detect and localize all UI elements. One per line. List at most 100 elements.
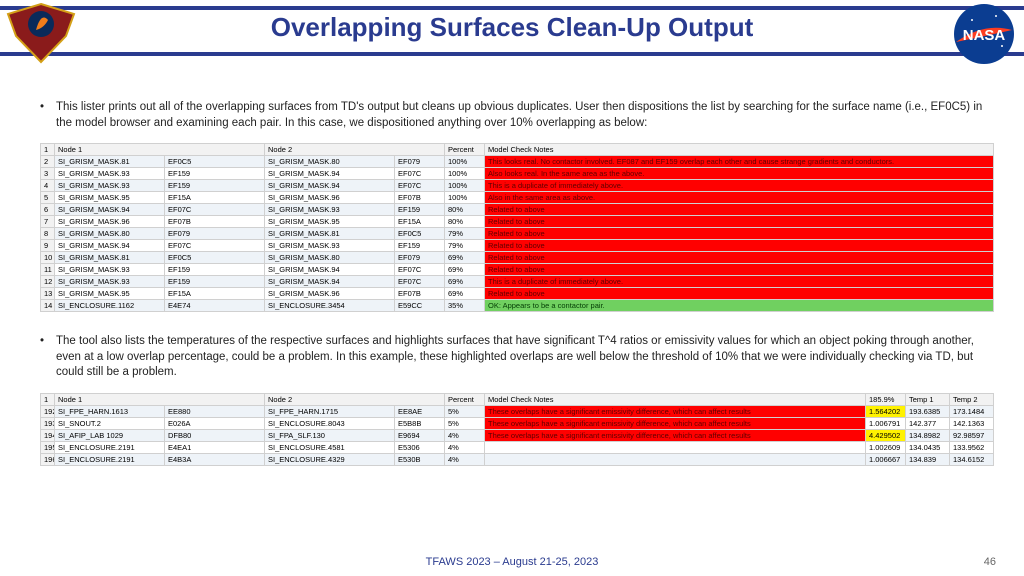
table-row: 7SI_GRISM_MASK.96EF07BSI_GRISM_MASK.95EF… xyxy=(41,216,994,228)
row-number: 5 xyxy=(41,192,55,204)
row-number: 12 xyxy=(41,276,55,288)
percent-cell: 100% xyxy=(445,156,485,168)
col-rownum: 1 xyxy=(41,144,55,156)
slide-body: • This lister prints out all of the over… xyxy=(40,100,994,488)
notes-cell: These overlaps have a significant emissi… xyxy=(485,429,866,441)
percent-cell: 80% xyxy=(445,216,485,228)
notes-cell: These overlaps have a significant emissi… xyxy=(485,405,866,417)
table-row: 9SI_GRISM_MASK.94EF07CSI_GRISM_MASK.93EF… xyxy=(41,240,994,252)
footer-center-text: TFAWS 2023 – August 21-25, 2023 xyxy=(0,556,1024,568)
node1-name: SI_ENCLOSURE.2191 xyxy=(55,441,165,453)
node2-name: SI_GRISM_MASK.94 xyxy=(265,276,395,288)
node1-id: EF0C5 xyxy=(165,252,265,264)
node2-name: SI_ENCLOSURE.3454 xyxy=(265,300,395,312)
overlap-table-2: 1 Node 1 Node 2 Percent Model Check Note… xyxy=(40,393,994,466)
node2-name: SI_GRISM_MASK.94 xyxy=(265,180,395,192)
page-number: 46 xyxy=(984,556,996,568)
table-row: 10SI_GRISM_MASK.81EF0C5SI_GRISM_MASK.80E… xyxy=(41,252,994,264)
node2-id: E530B xyxy=(395,453,445,465)
table-row: 194SI_AFIP_LAB 1029DFB80SI_FPA_SLF.130E9… xyxy=(41,429,994,441)
row-number: 192 xyxy=(41,405,55,417)
row-number: 6 xyxy=(41,204,55,216)
notes-cell: Related to above xyxy=(485,252,994,264)
nasa-logo-icon: NASA xyxy=(952,2,1016,66)
col-ratio: 185.9% xyxy=(866,393,906,405)
node2-name: SI_GRISM_MASK.80 xyxy=(265,156,395,168)
notes-cell: Also looks real. In the same area as the… xyxy=(485,168,994,180)
node2-id: EF0C5 xyxy=(395,228,445,240)
slide-footer: TFAWS 2023 – August 21-25, 2023 46 xyxy=(0,556,1024,568)
percent-cell: 80% xyxy=(445,204,485,216)
node1-id: E4EA1 xyxy=(165,441,265,453)
percent-cell: 100% xyxy=(445,168,485,180)
node1-id: EF07C xyxy=(165,204,265,216)
node1-name: SI_ENCLOSURE.2191 xyxy=(55,453,165,465)
node1-id: E4E74 xyxy=(165,300,265,312)
table-row: 3SI_GRISM_MASK.93EF159SI_GRISM_MASK.94EF… xyxy=(41,168,994,180)
node2-name: SI_GRISM_MASK.95 xyxy=(265,216,395,228)
row-number: 14 xyxy=(41,300,55,312)
node2-name: SI_GRISM_MASK.81 xyxy=(265,228,395,240)
header-stripe-top xyxy=(0,6,1024,10)
ratio-cell: 1.564202 xyxy=(866,405,906,417)
node1-id: EF07C xyxy=(165,240,265,252)
ratio-cell: 1.002609 xyxy=(866,441,906,453)
temp2-cell: 133.9562 xyxy=(950,441,994,453)
node1-id: EF159 xyxy=(165,276,265,288)
node1-name: SI_GRISM_MASK.80 xyxy=(55,228,165,240)
col-node2: Node 2 xyxy=(265,144,445,156)
slide: Overlapping Surfaces Clean-Up Output NAS… xyxy=(0,0,1024,576)
node2-id: EF159 xyxy=(395,240,445,252)
ratio-cell: 4.429502 xyxy=(866,429,906,441)
table-row: 193SI_SNOUT.2E026ASI_ENCLOSURE.8043E5B8B… xyxy=(41,417,994,429)
row-number: 13 xyxy=(41,288,55,300)
row-number: 8 xyxy=(41,228,55,240)
tfaws-badge-icon xyxy=(6,2,76,64)
node1-id: EF07B xyxy=(165,216,265,228)
row-number: 3 xyxy=(41,168,55,180)
node1-id: EF15A xyxy=(165,192,265,204)
node2-name: SI_GRISM_MASK.93 xyxy=(265,240,395,252)
node2-name: SI_GRISM_MASK.80 xyxy=(265,252,395,264)
bullet-1-text: This lister prints out all of the overla… xyxy=(56,100,994,131)
table-row: 196SI_ENCLOSURE.2191E4B3ASI_ENCLOSURE.43… xyxy=(41,453,994,465)
node2-id: EF159 xyxy=(395,204,445,216)
table-header-row: 1 Node 1 Node 2 Percent Model Check Note… xyxy=(41,393,994,405)
percent-cell: 100% xyxy=(445,192,485,204)
percent-cell: 79% xyxy=(445,240,485,252)
ratio-cell: 1.006667 xyxy=(866,453,906,465)
percent-cell: 5% xyxy=(445,417,485,429)
table-row: 14SI_ENCLOSURE.1162E4E74SI_ENCLOSURE.345… xyxy=(41,300,994,312)
row-number: 11 xyxy=(41,264,55,276)
bullet-2: • The tool also lists the temperatures o… xyxy=(40,334,994,381)
temp2-cell: 134.6152 xyxy=(950,453,994,465)
temp1-cell: 142.377 xyxy=(906,417,950,429)
node1-id: E4B3A xyxy=(165,453,265,465)
percent-cell: 69% xyxy=(445,252,485,264)
notes-cell: This is a duplicate of immediately above… xyxy=(485,180,994,192)
node2-name: SI_GRISM_MASK.96 xyxy=(265,192,395,204)
notes-cell: This is a duplicate of immediately above… xyxy=(485,276,994,288)
table-row: 11SI_GRISM_MASK.93EF159SI_GRISM_MASK.94E… xyxy=(41,264,994,276)
node2-name: SI_FPE_HARN.1715 xyxy=(265,405,395,417)
node1-name: SI_GRISM_MASK.93 xyxy=(55,264,165,276)
row-number: 2 xyxy=(41,156,55,168)
node2-name: SI_GRISM_MASK.96 xyxy=(265,288,395,300)
table-row: 4SI_GRISM_MASK.93EF159SI_GRISM_MASK.94EF… xyxy=(41,180,994,192)
percent-cell: 4% xyxy=(445,453,485,465)
node2-name: SI_ENCLOSURE.4581 xyxy=(265,441,395,453)
node1-id: EF159 xyxy=(165,180,265,192)
notes-cell: This looks real. No contactor involved. … xyxy=(485,156,994,168)
temp1-cell: 193.6385 xyxy=(906,405,950,417)
node1-name: SI_GRISM_MASK.95 xyxy=(55,192,165,204)
percent-cell: 69% xyxy=(445,264,485,276)
temp2-cell: 92.98597 xyxy=(950,429,994,441)
col-temp2: Temp 2 xyxy=(950,393,994,405)
node1-name: SI_GRISM_MASK.93 xyxy=(55,180,165,192)
notes-cell: These overlaps have a significant emissi… xyxy=(485,417,866,429)
percent-cell: 100% xyxy=(445,180,485,192)
notes-cell: Related to above xyxy=(485,204,994,216)
col-notes: Model Check Notes xyxy=(485,393,866,405)
node2-id: E59CC xyxy=(395,300,445,312)
node1-id: EE880 xyxy=(165,405,265,417)
